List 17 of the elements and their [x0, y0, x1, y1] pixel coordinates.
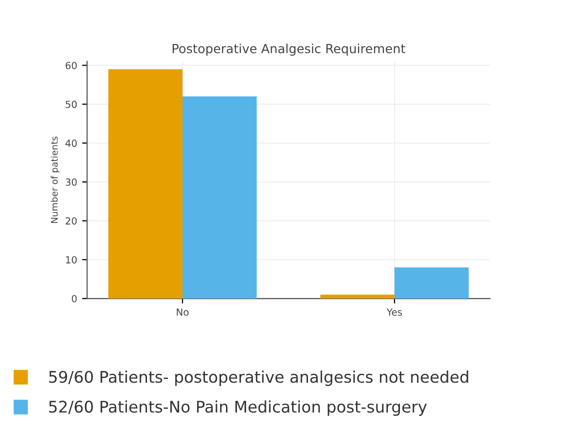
y-tick-label: 0	[72, 295, 77, 302]
y-tick-label: 10	[66, 256, 77, 264]
y-axis-title: Number of patients	[50, 136, 60, 223]
y-tick-label: 40	[65, 140, 77, 147]
bar	[108, 69, 182, 299]
bar	[394, 267, 469, 299]
chart-title: Postoperative Analgesic Requirement	[172, 44, 406, 56]
y-tick-label: 60	[66, 62, 77, 70]
x-tick-label: No	[176, 308, 189, 316]
y-tick-label: 50	[66, 100, 77, 108]
legend-label: 52/60 Patients-No Pain Medication post-surgery	[49, 400, 427, 416]
y-tick-label: 30	[66, 178, 77, 186]
y-tick-label: 20	[66, 217, 77, 225]
bar	[182, 96, 257, 299]
legend-label: 59/60 Patients- postoperative analgesics not needed	[49, 370, 468, 386]
x-tick-label: Yes	[386, 308, 402, 316]
bar	[320, 294, 395, 299]
